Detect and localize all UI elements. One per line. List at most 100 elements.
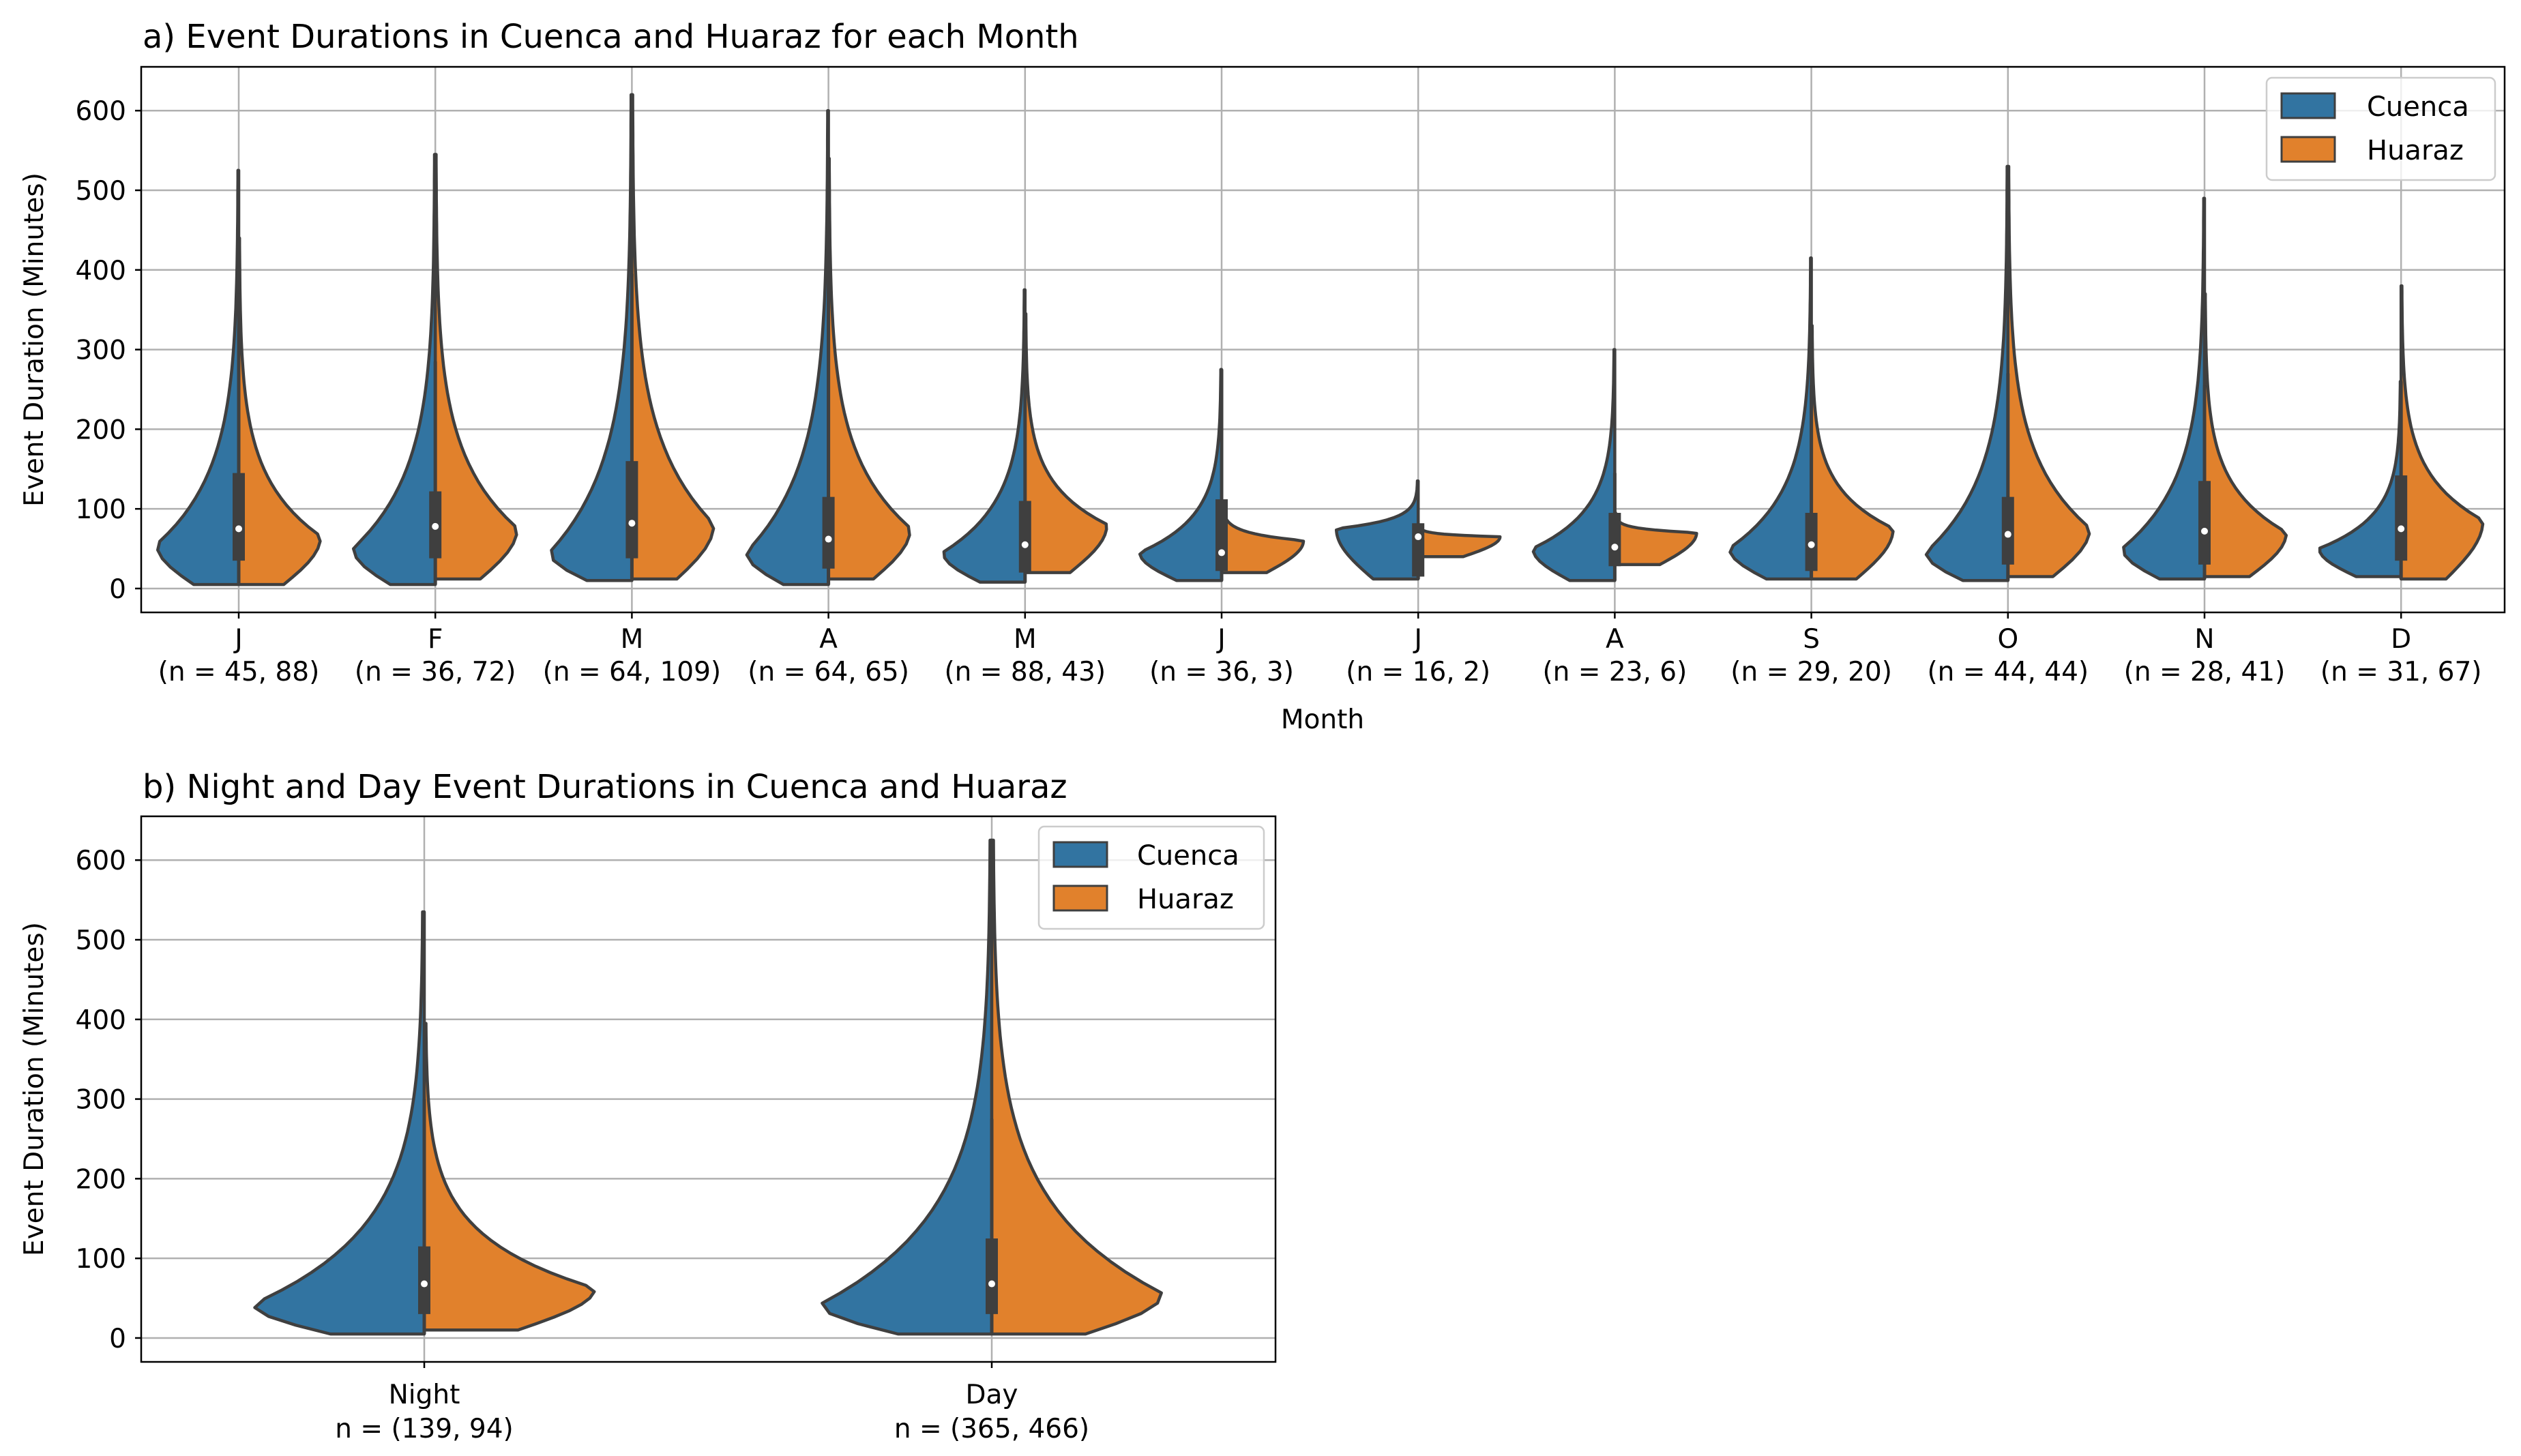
violin-cuenca-a <box>745 108 830 586</box>
violin-huaraz-j <box>1220 499 1306 574</box>
panel-a-violins <box>156 93 2485 586</box>
panel-a-x-ticks: J(n = 45, 88)F(n = 36, 72)M(n = 64, 109)… <box>158 612 2482 687</box>
violin-cuenca-f <box>351 153 437 586</box>
violin-cuenca-m <box>550 93 634 582</box>
y-tick-label: 600 <box>76 846 126 876</box>
x-tick-label: M <box>1014 624 1037 655</box>
panel-a-x-axis-label: Month <box>1281 704 1364 735</box>
panel-b-x-ticks: Night n = (139, 94) Day n = (365, 466) <box>335 1362 1089 1444</box>
legend-label-cuenca: Cuenca <box>2367 91 2469 123</box>
panel-b: b) Night and Day Event Durations in Cuen… <box>19 768 1277 1444</box>
y-tick-label: 500 <box>76 176 126 207</box>
legend-label-huaraz: Huaraz <box>2367 135 2464 166</box>
x-tick-label: Night <box>389 1380 460 1410</box>
x-tick-label: S <box>1803 624 1820 655</box>
x-tick-sublabel: n = (139, 94) <box>335 1414 513 1444</box>
median-marker <box>432 522 439 530</box>
violin-cuenca-day <box>821 838 994 1336</box>
y-tick-label: 0 <box>109 1324 126 1354</box>
x-tick-label: J <box>1412 624 1422 655</box>
y-tick-label: 200 <box>76 415 126 445</box>
x-tick-sublabel: (n = 64, 109) <box>543 657 721 687</box>
x-tick-label: J <box>233 624 243 655</box>
y-tick-label: 100 <box>76 1244 126 1275</box>
violin-cuenca-j <box>1334 479 1420 581</box>
x-tick-sublabel: (n = 31, 67) <box>2320 657 2482 687</box>
x-tick-sublabel: (n = 28, 41) <box>2124 657 2286 687</box>
y-tick-label: 500 <box>76 925 126 956</box>
median-marker <box>1415 533 1422 541</box>
violin-cuenca-s <box>1728 256 1813 581</box>
legend-swatch-huaraz-b <box>1052 885 1108 912</box>
violin-cuenca-n <box>2122 196 2207 581</box>
x-tick-sublabel: (n = 36, 3) <box>1149 657 1294 687</box>
legend-swatch-cuenca-b <box>1052 841 1108 868</box>
x-tick-label: A <box>1606 624 1624 655</box>
y-tick-label: 300 <box>76 336 126 366</box>
panel-b-frame <box>140 815 1277 1363</box>
violin-cuenca-o <box>1924 164 2010 582</box>
violin-cuenca-night <box>253 910 426 1336</box>
violin-huaraz-m <box>630 93 716 581</box>
y-tick-label: 300 <box>76 1085 126 1116</box>
panel-a-title: a) Event Durations in Cuenca and Huaraz … <box>143 18 1079 56</box>
violin-huaraz-o <box>2006 164 2091 578</box>
violin-huaraz-day <box>990 838 1163 1336</box>
legend-label-huaraz-b: Huaraz <box>1137 884 1234 915</box>
violin-cuenca-a <box>1531 348 1617 582</box>
x-tick-label: F <box>428 624 443 655</box>
violin-huaraz-s <box>1810 324 1895 581</box>
median-marker <box>2201 527 2208 535</box>
x-tick-label: N <box>2194 624 2214 655</box>
x-tick-label: O <box>1997 624 2018 655</box>
x-tick-label: Day <box>965 1380 1018 1410</box>
panel-a: a) Event Durations in Cuenca and Huaraz … <box>19 18 2506 735</box>
violin-huaraz-n <box>2202 292 2288 578</box>
legend-swatch-cuenca <box>2280 92 2336 119</box>
x-tick-sublabel: (n = 16, 2) <box>1346 657 1490 687</box>
panel-a-frame <box>140 65 2506 614</box>
x-tick-sublabel: (n = 44, 44) <box>1927 657 2089 687</box>
x-tick-label: J <box>1215 624 1226 655</box>
violin-cuenca-j <box>1138 368 1224 582</box>
violin-cuenca-m <box>942 288 1027 584</box>
panel-b-y-ticks: 0 100 200 300 400 500 600 <box>76 846 141 1354</box>
x-tick-sublabel: (n = 23, 6) <box>1542 657 1687 687</box>
x-tick-sublabel: (n = 88, 43) <box>944 657 1106 687</box>
median-marker <box>235 525 242 533</box>
violin-huaraz-j <box>1416 523 1502 559</box>
violin-cuenca-d <box>2318 380 2403 578</box>
median-marker <box>2398 525 2405 533</box>
violin-huaraz-a <box>827 157 911 581</box>
panel-b-legend[interactable]: Cuenca Huaraz <box>1037 825 1265 930</box>
x-tick-sublabel: n = (365, 466) <box>894 1414 1089 1444</box>
panel-b-violins <box>253 838 1163 1336</box>
y-tick-label: 100 <box>76 494 126 525</box>
median-marker <box>421 1280 428 1288</box>
x-tick-sublabel: (n = 29, 20) <box>1730 657 1892 687</box>
y-tick-label: 0 <box>109 574 126 605</box>
legend-swatch-huaraz <box>2280 136 2336 163</box>
median-marker <box>1611 544 1619 551</box>
y-tick-label: 400 <box>76 1005 126 1036</box>
violin-huaraz-night <box>422 1022 596 1332</box>
violin-huaraz-j <box>237 236 322 586</box>
y-tick-label: 400 <box>76 256 126 286</box>
x-tick-label: A <box>819 624 838 655</box>
median-marker <box>1021 541 1029 548</box>
violin-huaraz-a <box>1613 511 1698 567</box>
panel-b-title: b) Night and Day Event Durations in Cuen… <box>143 768 1067 806</box>
panel-a-y-axis-label: Event Duration (Minutes) <box>19 173 50 507</box>
x-tick-sublabel: (n = 64, 65) <box>748 657 909 687</box>
median-marker <box>1808 541 1815 548</box>
median-marker <box>628 520 636 527</box>
median-marker <box>1218 549 1225 556</box>
violin-huaraz-f <box>433 153 518 581</box>
median-marker <box>825 535 832 543</box>
y-tick-label: 200 <box>76 1164 126 1195</box>
violin-huaraz-d <box>2399 284 2485 581</box>
median-marker <box>988 1280 995 1288</box>
median-marker <box>2004 531 2011 538</box>
panel-a-legend[interactable]: Cuenca Huaraz <box>2265 76 2496 181</box>
